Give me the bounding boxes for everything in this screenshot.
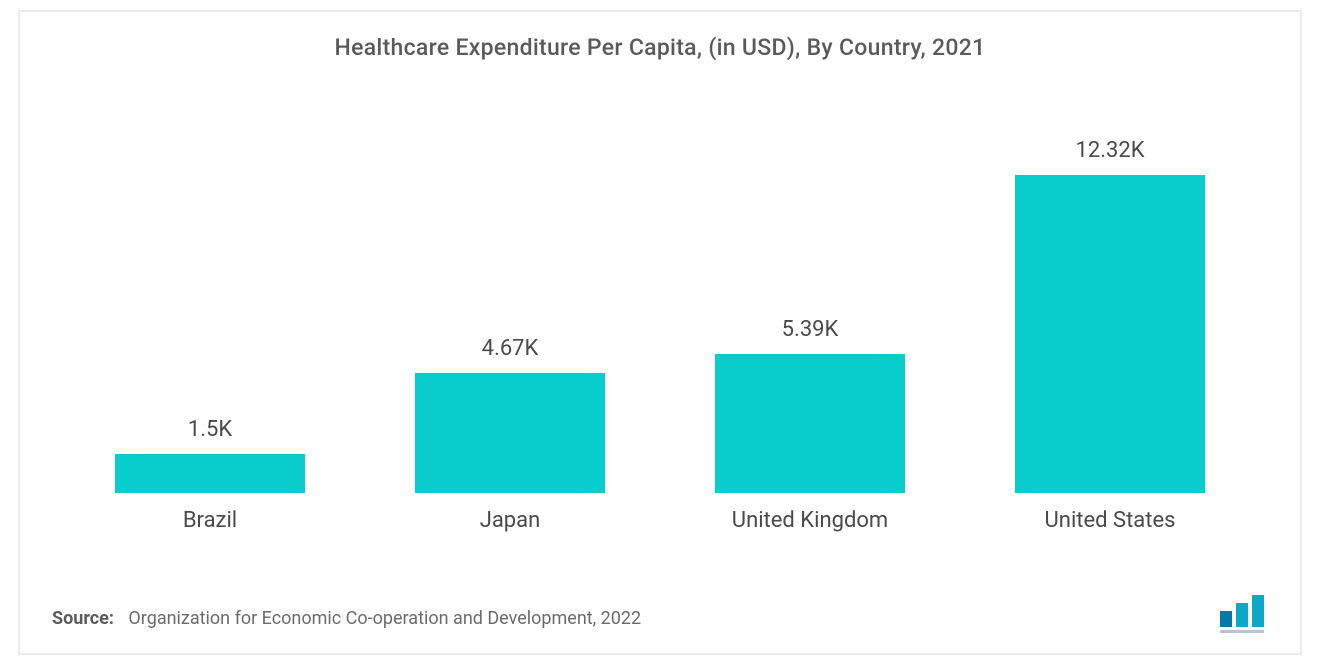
bar-slot: 12.32K United States: [960, 102, 1260, 533]
bar-japan: 4.67K: [415, 373, 605, 493]
chart-title: Healthcare Expenditure Per Capita, (in U…: [20, 34, 1300, 61]
mordor-logo-icon: [1218, 595, 1278, 635]
bar-uk: 5.39K: [715, 354, 905, 493]
bar-slot: 5.39K United Kingdom: [660, 102, 960, 533]
category-label: United Kingdom: [660, 508, 960, 533]
chart-source: Source: Organization for Economic Co-ope…: [52, 608, 1220, 629]
category-label: Japan: [360, 508, 660, 533]
bar-slot: 4.67K Japan: [360, 102, 660, 533]
bar-us: 12.32K: [1015, 175, 1205, 493]
source-label: Source:: [52, 608, 114, 629]
bar-value-label: 4.67K: [482, 336, 539, 361]
bar-slot: 1.5K Brazil: [60, 102, 360, 533]
bar-value-label: 12.32K: [1075, 138, 1144, 163]
bar-chart-plot: 1.5K Brazil 4.67K Japan 5.39K United Kin…: [60, 102, 1260, 533]
bar-value-label: 1.5K: [188, 417, 232, 442]
category-label: Brazil: [60, 508, 360, 533]
category-label: United States: [960, 508, 1260, 533]
chart-card: Healthcare Expenditure Per Capita, (in U…: [18, 10, 1302, 655]
bar-brazil: 1.5K: [115, 454, 305, 493]
source-text: Organization for Economic Co-operation a…: [128, 608, 641, 629]
bar-value-label: 5.39K: [782, 317, 839, 342]
